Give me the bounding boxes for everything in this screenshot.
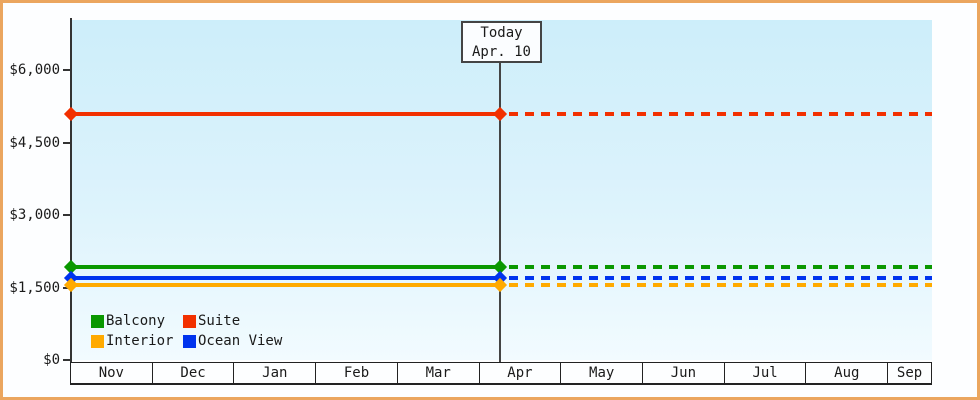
x-axis-months: Nov Dec Jan Feb Mar Apr May Jun Jul Aug Sep — [70, 362, 932, 385]
month-cell-jun: Jun — [643, 363, 725, 383]
month-cell-jan: Jan — [234, 363, 317, 383]
legend-item-ocean-view: Ocean View — [183, 333, 282, 349]
y-tick-label-3000: $3,000 — [9, 207, 60, 223]
legend-label-ocean-view: Ocean View — [198, 333, 283, 349]
series-line-forecast-interior — [509, 283, 932, 288]
month-cell-jul: Jul — [725, 363, 807, 383]
legend-label-interior: Interior — [106, 333, 174, 349]
today-annotation: Today Apr. 10 — [461, 21, 542, 63]
month-cell-mar: Mar — [398, 363, 480, 383]
legend-label-balcony: Balcony — [106, 313, 166, 329]
legend-item-interior: Interior — [91, 333, 183, 349]
y-tick-label-0: $0 — [43, 352, 60, 368]
legend-swatch-balcony — [91, 314, 104, 328]
legend-item-balcony: Balcony — [91, 313, 183, 329]
legend-row-1: Balcony Suite — [91, 311, 282, 331]
month-cell-nov: Nov — [71, 363, 153, 383]
month-cell-aug: Aug — [806, 363, 889, 383]
today-label: Today — [480, 25, 523, 41]
series-line-suite — [71, 111, 500, 116]
legend: Balcony Suite Interior Ocean View — [91, 311, 282, 351]
series-line-interior — [71, 283, 500, 288]
series-line-forecast-balcony — [509, 265, 932, 270]
month-cell-apr: Apr — [480, 363, 562, 383]
month-cell-sep: Sep — [896, 365, 923, 381]
series-line-ocean-view — [71, 275, 500, 280]
y-tick-4500 — [63, 141, 71, 144]
y-axis — [70, 18, 72, 363]
y-tick-0 — [63, 359, 71, 361]
y-tick-3000 — [63, 214, 71, 216]
month-cell-dec: Dec — [153, 363, 235, 383]
today-line — [499, 62, 501, 362]
y-tick-label-1500: $1,500 — [9, 279, 60, 296]
series-line-forecast-suite — [509, 111, 932, 116]
legend-swatch-ocean-view — [183, 334, 196, 348]
legend-item-suite: Suite — [183, 313, 240, 329]
y-tick-6000 — [63, 69, 71, 71]
legend-swatch-interior — [91, 334, 104, 348]
today-date: Apr. 10 — [471, 44, 531, 60]
month-cell-feb: Feb — [316, 363, 398, 383]
series-line-balcony — [71, 265, 500, 270]
y-tick-label-6000: $6,000 — [9, 62, 60, 78]
legend-label-suite: Suite — [198, 313, 241, 329]
plot-area — [71, 20, 932, 360]
month-cell-may: May — [561, 363, 644, 383]
legend-row-2: Interior Ocean View — [91, 331, 282, 351]
y-tick-label-4500: $4,500 — [9, 134, 60, 151]
legend-swatch-suite — [183, 314, 196, 328]
series-line-forecast-ocean-view — [509, 275, 932, 280]
